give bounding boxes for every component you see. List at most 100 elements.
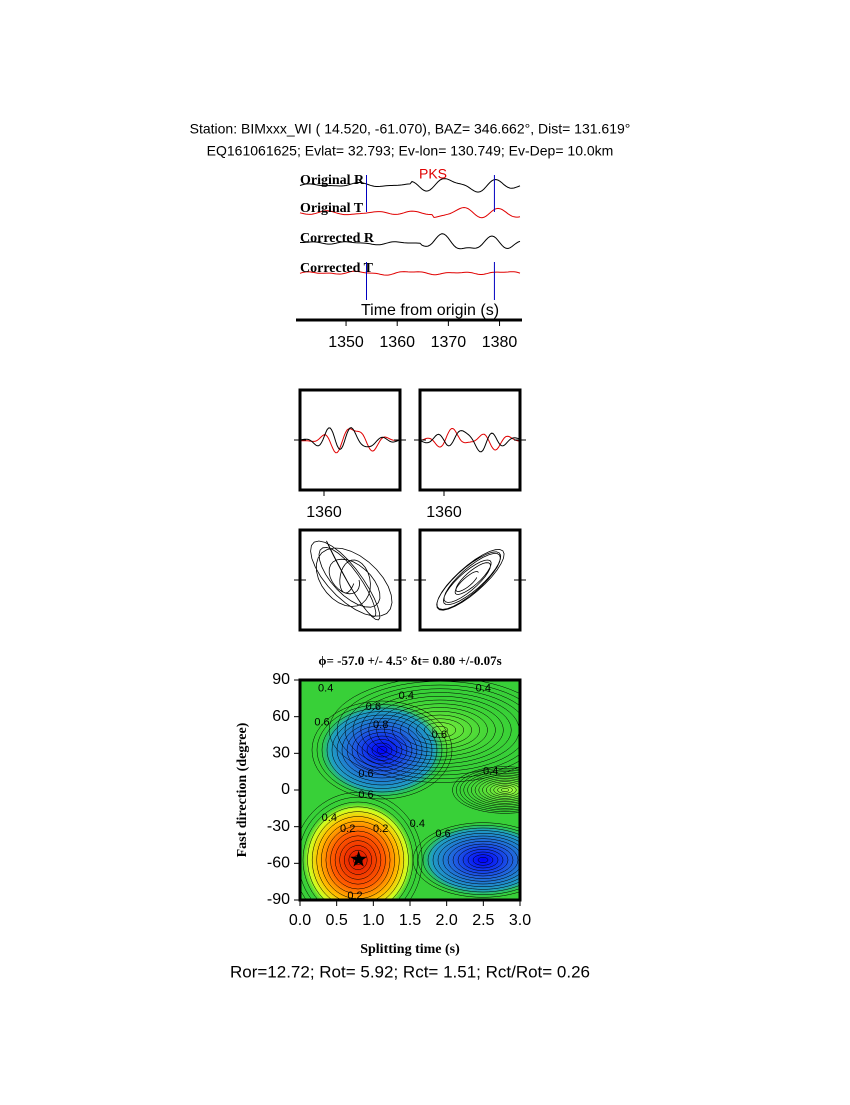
contour-line bbox=[331, 714, 433, 786]
y-tick-label: 60 bbox=[272, 708, 290, 725]
contour-line bbox=[423, 722, 457, 738]
particle-motion bbox=[436, 549, 505, 611]
contour-label: 0.2 bbox=[340, 823, 355, 835]
trace-label: Original T bbox=[300, 201, 364, 216]
contour-line bbox=[417, 825, 520, 895]
contour-line bbox=[477, 857, 489, 863]
particle-motion bbox=[310, 540, 393, 621]
contour-label: 0.8 bbox=[373, 719, 388, 731]
y-tick-label: 30 bbox=[272, 745, 290, 762]
contour-line bbox=[474, 776, 520, 804]
panel-frame bbox=[298, 528, 402, 632]
contour-line bbox=[325, 825, 391, 895]
contour-line bbox=[497, 786, 513, 794]
y-tick-label: -60 bbox=[267, 855, 290, 872]
contour-line bbox=[447, 841, 519, 879]
x-tick-label: 1360 bbox=[379, 334, 415, 351]
contour-line bbox=[307, 806, 409, 900]
contour-line bbox=[344, 845, 372, 875]
waveform bbox=[299, 178, 521, 193]
contour-line bbox=[371, 742, 393, 758]
contour-label: 0.2 bbox=[373, 823, 388, 835]
y-tick-label: -30 bbox=[267, 818, 290, 835]
contour-label: 0.6 bbox=[366, 701, 381, 713]
phase-label: PKS bbox=[419, 166, 447, 182]
x-tick-label: 1360 bbox=[426, 504, 462, 521]
contour-line bbox=[416, 718, 464, 742]
contour-line bbox=[489, 783, 520, 797]
plot-title: ϕ= -57.0 +/- 4.5° δt= 0.80 +/-0.07s bbox=[318, 653, 501, 668]
misfit-surface: 0.40.60.60.80.40.40.60.40.60.60.40.2 0.2 0… bbox=[300, 680, 520, 902]
contour-line bbox=[472, 854, 494, 866]
contour-line bbox=[478, 778, 520, 802]
contour-label: 0.6 bbox=[314, 717, 329, 729]
x-tick-label: 1.0 bbox=[362, 912, 384, 929]
panel-frame bbox=[418, 528, 522, 632]
contour-line bbox=[462, 849, 504, 871]
x-tick-label: 1380 bbox=[482, 334, 518, 351]
contour-line bbox=[376, 746, 388, 754]
contour-line bbox=[326, 711, 438, 789]
surface-shade bbox=[418, 822, 520, 898]
contour-line bbox=[400, 711, 480, 749]
contour-line bbox=[341, 721, 423, 779]
contour-line bbox=[422, 827, 520, 893]
contour-line bbox=[493, 784, 517, 796]
panel-frame bbox=[298, 388, 402, 492]
contour-label: 0.6 bbox=[435, 828, 450, 840]
x-tick-label: 1370 bbox=[431, 334, 467, 351]
y-tick-label: 90 bbox=[272, 671, 290, 688]
contour-line bbox=[300, 796, 418, 900]
x-tick-label: 1.5 bbox=[399, 912, 421, 929]
surface-shade bbox=[317, 700, 447, 800]
contour-line bbox=[339, 840, 377, 880]
contour-line bbox=[316, 816, 400, 900]
contour-line bbox=[368, 696, 512, 764]
surface-shade bbox=[450, 765, 520, 815]
contour-line bbox=[311, 700, 453, 800]
trace-label: Corrected T bbox=[300, 261, 374, 276]
waveform bbox=[419, 427, 521, 451]
x-tick-label: 0.0 bbox=[289, 912, 311, 929]
header-line: EQ161061625; Evlat= 32.793; Ev-lon= 130.… bbox=[207, 143, 614, 159]
waveform bbox=[299, 427, 401, 451]
contour-line bbox=[366, 739, 398, 761]
contour-line bbox=[356, 732, 408, 768]
contour-line bbox=[456, 768, 520, 812]
contour-line bbox=[442, 838, 520, 882]
contour-line bbox=[300, 792, 423, 900]
contour-label: 0.4 bbox=[476, 682, 491, 694]
contour-line bbox=[348, 850, 368, 870]
contour-label: 0.4 bbox=[322, 812, 337, 824]
contour-line bbox=[344, 684, 520, 776]
contour-line bbox=[384, 703, 496, 757]
contour-label: 0.4 bbox=[483, 766, 498, 778]
contour-line bbox=[311, 811, 405, 900]
contour-line bbox=[330, 830, 386, 890]
contour-line bbox=[463, 771, 520, 809]
contour-label: 0.4 bbox=[410, 818, 425, 830]
contour-line bbox=[467, 773, 520, 807]
trace-label: Corrected R bbox=[300, 231, 375, 246]
contour-label: 0.6 bbox=[358, 789, 373, 801]
contour-label: 0.2 bbox=[347, 890, 362, 902]
x-tick-label: 2.5 bbox=[472, 912, 494, 929]
waveform bbox=[300, 428, 401, 454]
waveform bbox=[419, 430, 521, 453]
contour-line bbox=[328, 680, 520, 783]
x-axis-label: Splitting time (s) bbox=[360, 942, 460, 957]
contour-line bbox=[482, 779, 520, 801]
contour-line bbox=[361, 735, 403, 765]
contour-line bbox=[427, 830, 520, 890]
contour-line bbox=[452, 843, 514, 877]
x-tick-label: 0.5 bbox=[326, 912, 348, 929]
contour-line bbox=[321, 707, 443, 793]
header-line: Station: BIMxxx_WI ( 14.520, -61.070), B… bbox=[190, 121, 631, 137]
contour-line bbox=[459, 769, 520, 811]
contour-line bbox=[432, 833, 520, 887]
panel-frame bbox=[418, 388, 522, 492]
x-tick-label: 2.0 bbox=[436, 912, 458, 929]
contour-line bbox=[352, 688, 520, 772]
